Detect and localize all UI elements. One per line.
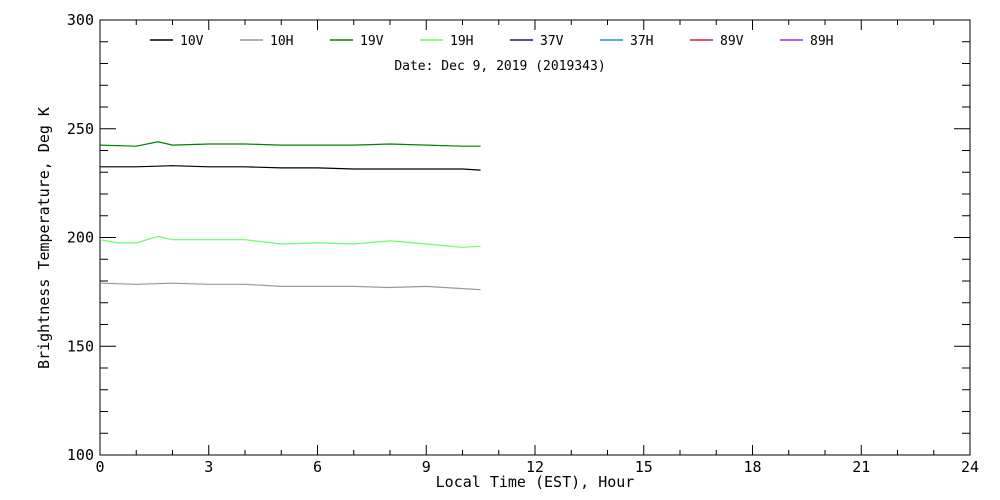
series-line-19V — [99, 141, 481, 147]
x-tick-label: 24 — [961, 458, 979, 476]
x-tick-label: 18 — [743, 458, 761, 476]
y-tick-label: 250 — [67, 120, 94, 138]
axis-ticks — [99, 19, 971, 456]
series-lines — [99, 141, 481, 291]
date-label: Date: Dec 9, 2019 (2019343) — [394, 59, 605, 74]
y-tick-label: 200 — [67, 229, 94, 247]
y-tick-label: 100 — [67, 446, 94, 464]
x-tick-label: 6 — [313, 458, 322, 476]
series-line-19H — [99, 235, 481, 248]
x-tick-label: 21 — [852, 458, 870, 476]
legend-label-37V: 37V — [540, 34, 564, 49]
legend-label-19H: 19H — [450, 34, 473, 49]
legend-label-10H: 10H — [270, 34, 293, 49]
legend-label-19V: 19V — [360, 34, 384, 49]
y-tick-label: 300 — [67, 11, 94, 29]
x-tick-label: 3 — [204, 458, 213, 476]
tick-labels: 0 3 6 9 12 15 18 21 24 100 150 200 250 300 — [67, 11, 979, 476]
x-tick-label: 15 — [635, 458, 653, 476]
legend-label-89H: 89H — [810, 34, 833, 49]
legend-label-37H: 37H — [630, 34, 653, 49]
x-axis-title: Local Time (EST), Hour — [436, 473, 635, 491]
y-axis-title: Brightness Temperature, Deg K — [35, 107, 53, 369]
x-tick-label: 0 — [95, 458, 104, 476]
legend-label-89V: 89V — [720, 34, 744, 49]
x-tick-label: 9 — [422, 458, 431, 476]
y-tick-label: 150 — [67, 337, 94, 355]
legend: 10V 10H 19V 19H 37V 37H 89V 89H — [150, 34, 833, 49]
plot-frame — [99, 19, 971, 456]
series-line-10V — [100, 165, 481, 171]
legend-label-10V: 10V — [180, 34, 204, 49]
series-line-10H — [99, 282, 481, 291]
x-tick-label: 12 — [526, 458, 544, 476]
